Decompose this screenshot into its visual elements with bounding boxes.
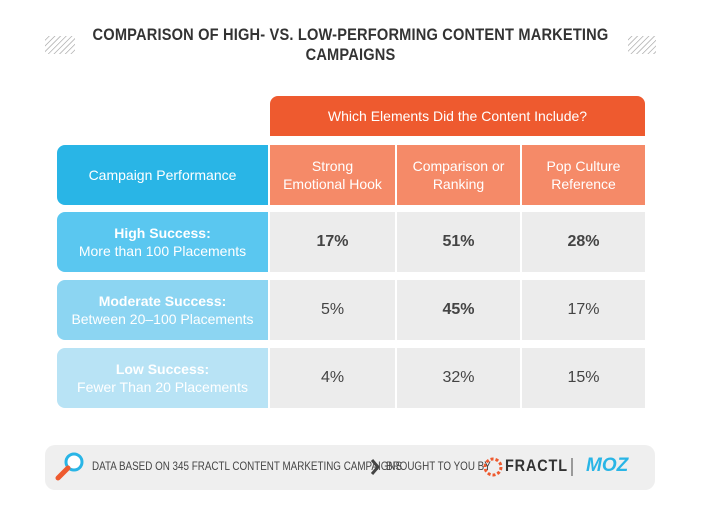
row-subtitle: Between 20–100 Placements	[71, 311, 254, 327]
row-subtitle: More than 100 Placements	[78, 243, 247, 259]
cell: 45%	[397, 280, 520, 340]
footer-credit: BROUGHT TO YOU BY	[386, 459, 491, 473]
brand-moz: MOZ	[586, 455, 629, 476]
column-header: Strong Emotional Hook	[270, 145, 395, 205]
cell: 51%	[397, 212, 520, 272]
cell: 5%	[270, 280, 395, 340]
column-header: Comparison or Ranking	[397, 145, 520, 205]
brand-fractl: FRACTL	[505, 456, 568, 475]
row-label: Moderate Success: Between 20–100 Placemen…	[57, 280, 268, 340]
row-subtitle: Fewer Than 20 Placements	[77, 379, 248, 395]
title: COMPARISON OF HIGH- VS. LOW-PERFORMING C…	[92, 25, 609, 64]
row-label: Low Success: Fewer Than 20 Placements	[57, 348, 268, 408]
row-title: Moderate Success:	[98, 293, 227, 309]
group-header: Which Elements Did the Content Include?	[270, 96, 645, 136]
cell: 17%	[522, 280, 645, 340]
row-label: High Success: More than 100 Placements	[57, 212, 268, 272]
row-title: High Success:	[114, 225, 211, 241]
cell: 15%	[522, 348, 645, 408]
cell: 17%	[270, 212, 395, 272]
row-title: Low Success:	[115, 361, 210, 377]
cell: 32%	[397, 348, 520, 408]
column-header: Campaign Performance	[57, 145, 268, 205]
footer-source: DATA BASED ON 345 FRACTL CONTENT MARKETI…	[92, 459, 403, 473]
cell: 28%	[522, 212, 645, 272]
column-header: Pop Culture Reference	[522, 145, 645, 205]
footer	[45, 445, 655, 490]
cell: 4%	[270, 348, 395, 408]
